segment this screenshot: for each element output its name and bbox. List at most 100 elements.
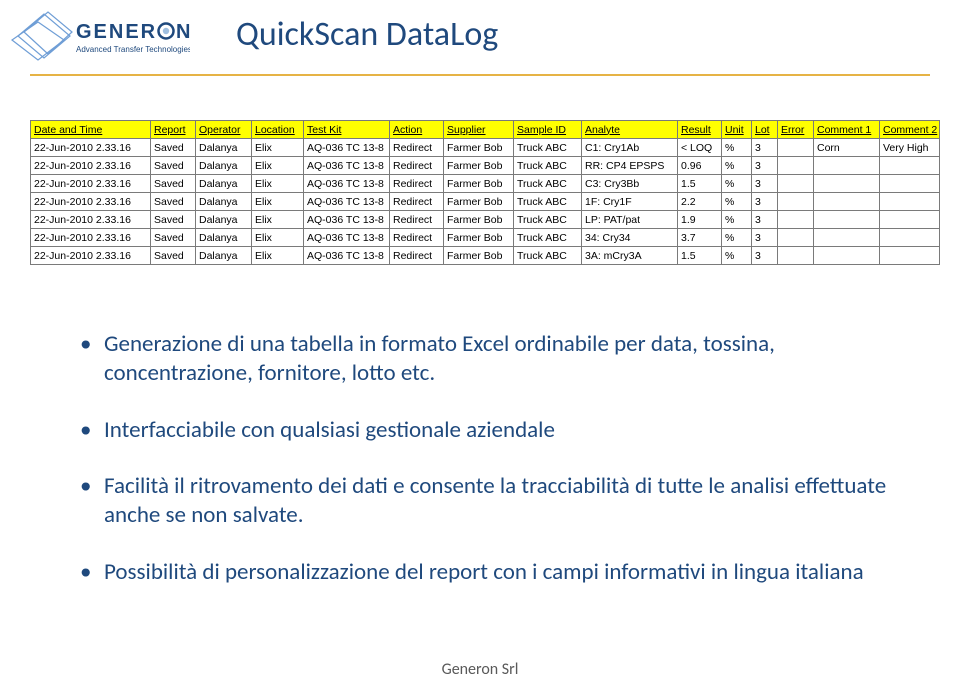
col-header: Comment 1 xyxy=(814,121,880,139)
table-cell: Farmer Bob xyxy=(444,211,514,229)
svg-text:N: N xyxy=(176,21,190,43)
table-cell xyxy=(880,229,940,247)
table-cell: Saved xyxy=(151,157,196,175)
table-body: 22-Jun-2010 2.33.16SavedDalanyaElixAQ-03… xyxy=(31,139,940,265)
table-cell: 3 xyxy=(752,229,778,247)
bullet: Generazione di una tabella in formato Ex… xyxy=(80,330,900,388)
table-cell: C1: Cry1Ab xyxy=(582,139,678,157)
table-cell: Truck ABC xyxy=(514,157,582,175)
table-cell: Elix xyxy=(252,157,304,175)
table-row: 22-Jun-2010 2.33.16SavedDalanyaElixAQ-03… xyxy=(31,139,940,157)
table-cell: % xyxy=(722,229,752,247)
title-underline xyxy=(30,74,930,76)
table-cell: Farmer Bob xyxy=(444,175,514,193)
table-cell: Dalanya xyxy=(196,175,252,193)
table-cell: RR: CP4 EPSPS xyxy=(582,157,678,175)
table-cell: Truck ABC xyxy=(514,211,582,229)
table-cell: Farmer Bob xyxy=(444,139,514,157)
col-header: Supplier xyxy=(444,121,514,139)
table-cell: 3 xyxy=(752,211,778,229)
table-cell: Truck ABC xyxy=(514,229,582,247)
table-row: 22-Jun-2010 2.33.16SavedDalanyaElixAQ-03… xyxy=(31,157,940,175)
table-cell: % xyxy=(722,193,752,211)
table-cell: 22-Jun-2010 2.33.16 xyxy=(31,139,151,157)
table-cell: Redirect xyxy=(390,247,444,265)
table-cell: Truck ABC xyxy=(514,247,582,265)
table-cell: Farmer Bob xyxy=(444,247,514,265)
table-cell: AQ-036 TC 13-8 xyxy=(304,193,390,211)
body-text: Generazione di una tabella in formato Ex… xyxy=(80,330,900,615)
table-cell: AQ-036 TC 13-8 xyxy=(304,157,390,175)
col-header: Test Kit xyxy=(304,121,390,139)
table-cell: Elix xyxy=(252,139,304,157)
table: Date and Time Report Operator Location T… xyxy=(30,120,940,265)
table-cell: 3 xyxy=(752,175,778,193)
table-cell: Dalanya xyxy=(196,211,252,229)
table-cell: 3 xyxy=(752,193,778,211)
table-cell: AQ-036 TC 13-8 xyxy=(304,211,390,229)
table-cell: Farmer Bob xyxy=(444,229,514,247)
col-header: Report xyxy=(151,121,196,139)
table-cell xyxy=(814,193,880,211)
table-cell: Truck ABC xyxy=(514,175,582,193)
table-cell: Elix xyxy=(252,175,304,193)
table-cell: 3 xyxy=(752,247,778,265)
table-cell: Saved xyxy=(151,139,196,157)
col-header: Date and Time xyxy=(31,121,151,139)
col-header: Result xyxy=(678,121,722,139)
table-cell xyxy=(778,193,814,211)
table-cell: Redirect xyxy=(390,193,444,211)
col-header: Analyte xyxy=(582,121,678,139)
col-header: Lot xyxy=(752,121,778,139)
table-cell: 3A: mCry3A xyxy=(582,247,678,265)
table-cell: Saved xyxy=(151,247,196,265)
table-cell: Farmer Bob xyxy=(444,193,514,211)
table-cell xyxy=(814,229,880,247)
col-header: Operator xyxy=(196,121,252,139)
table-cell: Very High xyxy=(880,139,940,157)
table-cell: Redirect xyxy=(390,139,444,157)
table-cell: 3 xyxy=(752,157,778,175)
svg-text:Advanced Transfer Technologies: Advanced Transfer Technologies xyxy=(76,45,190,54)
table-cell: 22-Jun-2010 2.33.16 xyxy=(31,157,151,175)
col-header: Unit xyxy=(722,121,752,139)
table-cell: 1F: Cry1F xyxy=(582,193,678,211)
table-cell: Redirect xyxy=(390,175,444,193)
table-cell: % xyxy=(722,157,752,175)
table-cell: Farmer Bob xyxy=(444,157,514,175)
table-cell: 0.96 xyxy=(678,157,722,175)
table-cell xyxy=(814,157,880,175)
table-cell: Elix xyxy=(252,229,304,247)
table-cell: 1.5 xyxy=(678,247,722,265)
table-cell: < LOQ xyxy=(678,139,722,157)
slide: GENER N Advanced Transfer Technologies Q… xyxy=(0,0,960,687)
table-cell: 3 xyxy=(752,139,778,157)
table-cell xyxy=(778,211,814,229)
table-row: 22-Jun-2010 2.33.16SavedDalanyaElixAQ-03… xyxy=(31,211,940,229)
table-row: 22-Jun-2010 2.33.16SavedDalanyaElixAQ-03… xyxy=(31,247,940,265)
table-row: 22-Jun-2010 2.33.16SavedDalanyaElixAQ-03… xyxy=(31,193,940,211)
table-cell: Elix xyxy=(252,193,304,211)
table-cell: AQ-036 TC 13-8 xyxy=(304,175,390,193)
table-cell: Saved xyxy=(151,229,196,247)
table-cell xyxy=(778,175,814,193)
table-cell: Elix xyxy=(252,247,304,265)
table-cell xyxy=(778,157,814,175)
table-cell: Truck ABC xyxy=(514,139,582,157)
table-cell: 1.9 xyxy=(678,211,722,229)
table-cell xyxy=(880,175,940,193)
table-cell: 22-Jun-2010 2.33.16 xyxy=(31,211,151,229)
table-cell xyxy=(880,157,940,175)
table-cell: 34: Cry34 xyxy=(582,229,678,247)
table-cell: LP: PAT/pat xyxy=(582,211,678,229)
table-cell: Dalanya xyxy=(196,157,252,175)
table-cell: Saved xyxy=(151,175,196,193)
table-cell: Redirect xyxy=(390,211,444,229)
table-cell: Elix xyxy=(252,211,304,229)
table-cell: 22-Jun-2010 2.33.16 xyxy=(31,193,151,211)
table-cell: 1.5 xyxy=(678,175,722,193)
table-cell xyxy=(814,175,880,193)
table-cell: Dalanya xyxy=(196,247,252,265)
table-cell: Dalanya xyxy=(196,139,252,157)
table-cell xyxy=(880,247,940,265)
